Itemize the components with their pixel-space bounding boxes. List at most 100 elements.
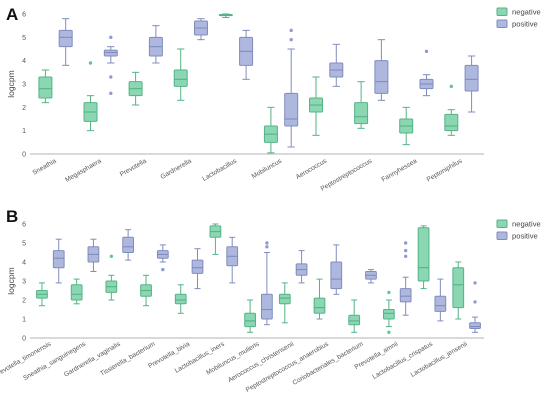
box-negative [263,106,278,154]
outlier-point [289,28,293,33]
legend-swatch-positive [496,231,508,240]
x-tick-label: Lactobacillus_jensenii [410,340,470,378]
y-tick-label: 5 [22,241,26,248]
box-rect [354,102,369,125]
y-axis-label: logcpm [6,70,16,97]
category-group [209,223,239,284]
category-group [313,244,343,320]
box-rect [52,250,65,269]
x-tick-label: Peptoniphilus [426,157,464,183]
box-negative [105,254,118,301]
panel-b: Blogcpm0123456Prevotella_timonensisSneat… [0,207,541,394]
box-negative [38,69,53,104]
box-negative [209,223,222,255]
category-group [309,43,344,136]
box-negative [452,261,465,320]
box-positive [103,35,118,96]
outlier-point [403,254,408,258]
box-positive [148,25,163,64]
box-positive [365,269,377,284]
box-rect [261,293,273,320]
outlier-point [449,84,454,89]
outlier-point [403,241,408,245]
x-tick-label: Lactobacillus [201,157,238,182]
x-tick-label: Fannyhessea [381,158,419,184]
y-tick-label: 1 [22,128,26,135]
box-rect [374,60,389,94]
box-negative [140,274,152,307]
box-rect [122,236,134,254]
box-negative [313,278,326,320]
box-negative [36,282,48,307]
legend: negative positive [496,219,541,241]
box-positive [191,248,204,290]
box-negative [128,71,143,106]
outlier-point [424,49,429,54]
panel-letter: B [6,207,18,226]
category-group [83,35,118,132]
box-rect [469,322,481,329]
panel-letter: A [6,5,18,24]
box-negative [173,48,188,101]
box-rect [383,309,395,320]
legend-label-negative: negative [512,220,541,229]
x-tick-label: Peptostreptococcus [320,157,374,192]
y-tick-label: 1 [22,317,26,324]
legend-label-negative: negative [512,8,541,17]
legend-swatch-negative [496,7,508,16]
x-tick-label: Lactobacillus_crispatus [371,340,434,380]
box-positive [226,236,239,284]
x-tick-label: Megasphaera [64,158,103,184]
box-positive [330,244,343,295]
x-tick-label: Prevotella [119,158,148,179]
box-rect [191,259,204,274]
category-group [128,25,163,106]
y-tick-label: 4 [22,58,26,65]
box-negative [417,225,430,290]
box-positive [434,278,447,322]
box-rect [278,293,291,305]
box-negative [244,299,256,333]
outlier-point [109,91,113,96]
box-negative [354,81,369,129]
box-rect [348,314,361,326]
outlier-point [109,35,113,40]
category-group [383,241,412,334]
box-rect [38,76,53,99]
box-negative [70,278,83,305]
category-group [399,49,434,146]
y-axis-label: logcpm [6,267,16,294]
box-negative [348,299,361,333]
box-negative [444,84,459,136]
legend-swatch-negative [496,219,508,228]
y-tick-label: 4 [22,260,26,267]
outlier-point [289,37,293,42]
box-positive [399,241,412,316]
x-tick-label: Aerococcus [295,157,329,181]
box-rect [330,261,343,290]
outlier-point [473,300,477,304]
category-group [244,241,273,333]
outlier-point [387,330,391,334]
y-tick-label: 3 [22,279,26,286]
outlier-point [161,267,165,272]
box-positive [329,43,344,87]
box-rect [452,267,465,309]
box-positive [419,49,434,97]
box-positive [464,55,479,113]
y-tick-label: 2 [22,105,26,112]
y-tick-label: 6 [22,222,26,229]
box-rect [313,297,326,314]
box-rect [174,293,187,305]
category-group [417,225,447,322]
outlier-point [265,241,269,245]
box-rect [464,64,479,92]
category-group [70,238,100,305]
outlier-point [265,245,269,249]
x-tick-label: Sneathia [32,158,58,177]
x-tick-label: Mobiluncus [251,157,284,180]
category-group [173,18,208,101]
x-tick-label: Gardnerella_vaginalis [63,340,122,378]
box-positive [156,244,169,272]
box-positive [469,281,481,333]
